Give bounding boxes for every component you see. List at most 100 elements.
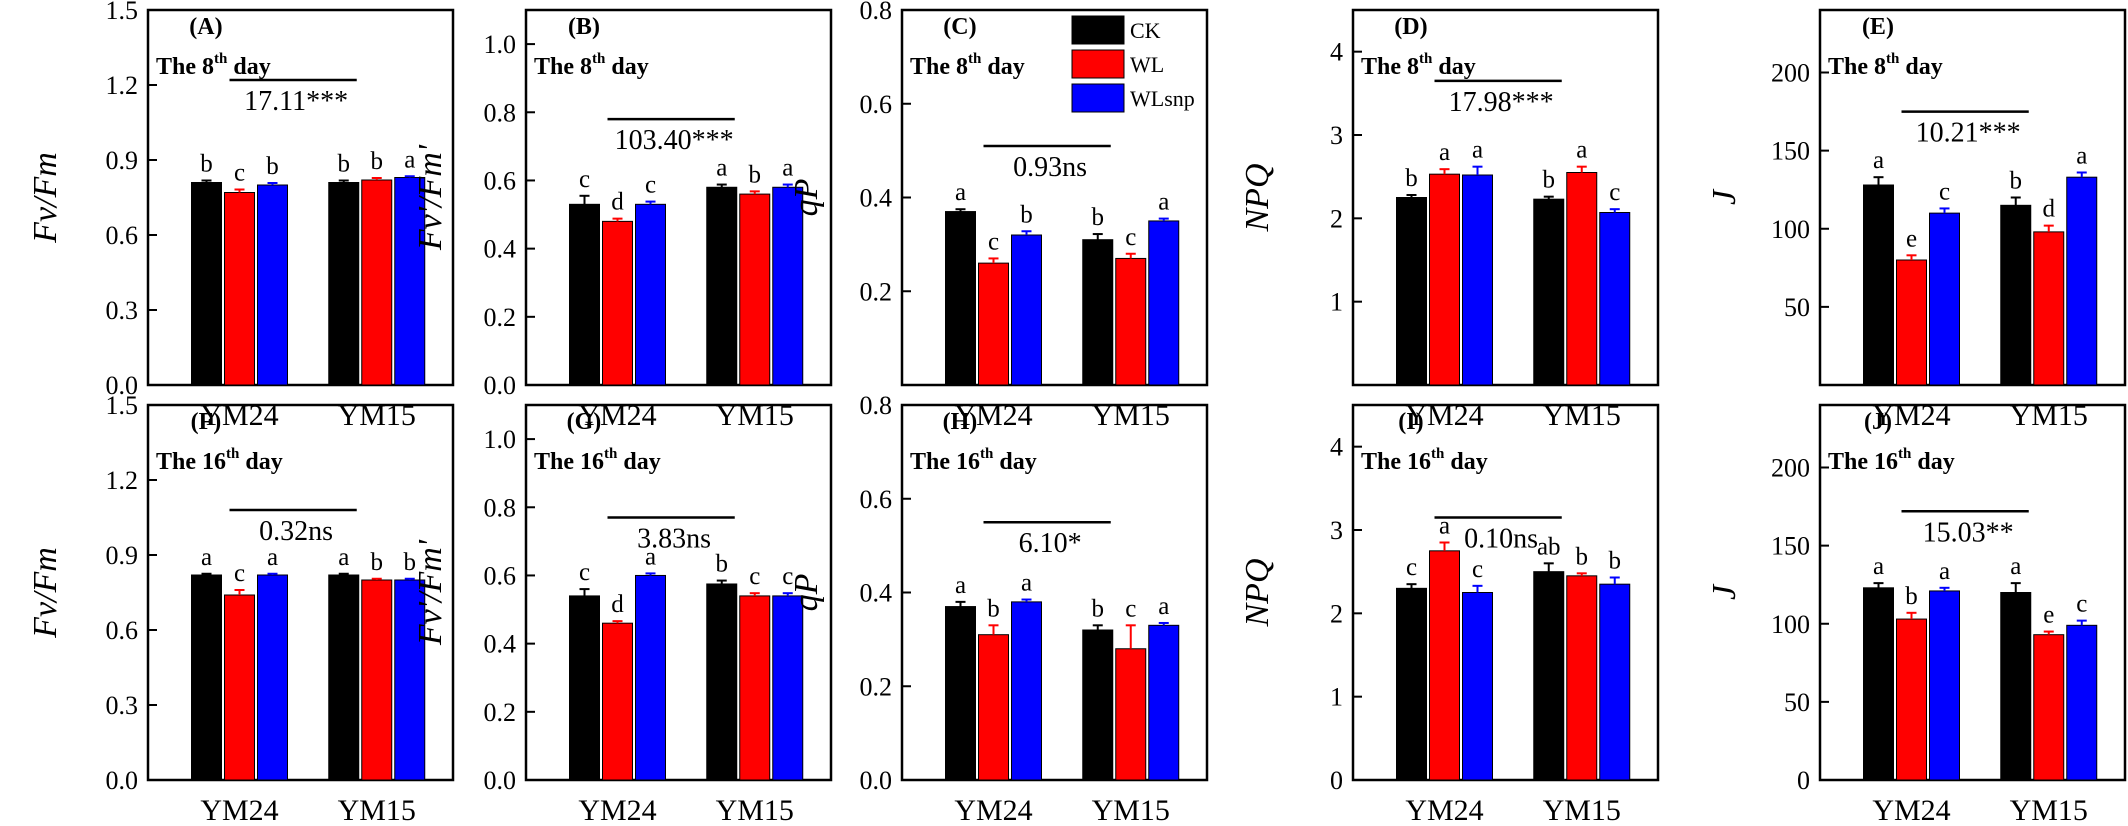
panel-c: 0.20.40.60.8qP(C)The 8th dayacbYM24bcaYM…	[788, 0, 1209, 432]
y-tick-label: 1	[1330, 683, 1343, 712]
y-tick-label: 4	[1330, 38, 1343, 67]
bar-wl	[739, 193, 771, 386]
significance-letter: d	[611, 591, 624, 618]
y-tick-label: 0.8	[484, 493, 517, 522]
significance-letter: a	[955, 572, 966, 599]
significance-letter: b	[1092, 595, 1105, 622]
significance-letter: c	[579, 166, 590, 193]
y-tick-label: 1.2	[106, 466, 139, 495]
bar-wlsnp	[1011, 601, 1042, 781]
y-tick-label: 0.0	[484, 371, 517, 400]
bar-ck	[945, 211, 976, 386]
day-suffix: day	[1911, 449, 1954, 475]
significance-letter: a	[1021, 570, 1032, 597]
day-label: The 16th day	[534, 446, 661, 475]
significance-letter: a	[404, 146, 415, 173]
significance-letter: b	[1543, 167, 1556, 194]
anova-label: 10.21***	[1916, 118, 2021, 149]
bar-wl	[1566, 575, 1598, 781]
significance-letter: b	[716, 551, 729, 578]
y-tick-label: 0.9	[106, 146, 139, 175]
panel-label: (J)	[1864, 409, 1892, 435]
day-suffix: day	[605, 54, 648, 80]
x-category-label: YM24	[954, 794, 1032, 826]
bar-ck	[328, 182, 360, 386]
bar-wl	[1115, 648, 1147, 781]
day-label: The 8th day	[534, 51, 649, 80]
plot-frame	[1818, 403, 2127, 782]
day-number: The 8	[156, 54, 214, 80]
significance-letter: b	[2010, 168, 2023, 195]
bar-ck	[1863, 184, 1894, 386]
plot-frame	[524, 8, 833, 387]
legend-swatch-ck	[1071, 15, 1125, 45]
legend: CK WL WLsnp	[1071, 15, 1195, 113]
anova-label: 17.11***	[244, 86, 348, 117]
day-superscript: th	[980, 446, 994, 462]
plot-frame	[524, 403, 833, 782]
anova-label: 15.03**	[1923, 517, 2014, 548]
significance-letter: c	[1125, 595, 1136, 622]
significance-letter: c	[645, 172, 656, 199]
bar-wlsnp	[1929, 590, 1960, 781]
y-tick-label: 0.4	[484, 630, 517, 659]
day-label: The 8th day	[1828, 51, 1943, 80]
y-tick-label: 0.6	[484, 166, 517, 195]
bar-wl	[602, 622, 633, 781]
significance-letter: a	[338, 544, 349, 571]
significance-letter: b	[987, 595, 1000, 622]
anova-label: 0.10ns	[1464, 524, 1538, 555]
y-tick-label: 0.8	[860, 391, 893, 420]
anova-label: 0.93ns	[1013, 152, 1087, 183]
day-label: The 16th day	[910, 446, 1037, 475]
significance-letter: c	[1125, 224, 1136, 251]
y-tick-label: 0.6	[106, 221, 139, 250]
bar-wlsnp	[1599, 212, 1631, 386]
significance-letter: a	[2010, 553, 2021, 580]
y-tick-label: 0.2	[484, 303, 517, 332]
day-number: The 16	[910, 449, 980, 475]
day-number: The 16	[1828, 449, 1898, 475]
y-tick-label: 2	[1330, 599, 1343, 628]
y-tick-label: 2	[1330, 204, 1343, 233]
bar-wl	[978, 262, 1009, 386]
bar-wlsnp	[1599, 583, 1631, 781]
day-label: The 8th day	[1361, 51, 1476, 80]
significance-letter: c	[782, 563, 793, 590]
day-number: The 8	[1361, 54, 1419, 80]
y-axis-label: Fv/Fm	[27, 547, 64, 639]
y-tick-label: 0.3	[106, 691, 139, 720]
bar-ck	[569, 595, 600, 781]
panel-label: (C)	[943, 14, 976, 40]
panel-label: (B)	[568, 14, 600, 40]
significance-letter: a	[1873, 147, 1884, 174]
day-suffix: day	[617, 449, 660, 475]
y-tick-label: 50	[1784, 688, 1810, 717]
bar-wl	[1566, 172, 1598, 386]
day-label: The 16th day	[1828, 446, 1955, 475]
bar-wl	[361, 579, 393, 781]
bar-ck	[1533, 571, 1565, 781]
significance-letter: b	[371, 148, 384, 175]
significance-letter: c	[234, 560, 245, 587]
significance-letter: b	[200, 151, 213, 178]
bar-ck	[2000, 592, 2032, 781]
y-tick-label: 0.4	[860, 184, 893, 213]
panel-f: 0.00.30.60.91.21.5Fv/Fm(F)The 16th dayac…	[27, 391, 455, 826]
day-superscript: th	[1886, 51, 1900, 67]
bar-wlsnp	[1148, 220, 1180, 386]
day-suffix: day	[239, 449, 282, 475]
panel-h: 0.00.20.40.60.8qP(H)The 16th dayabaYM24b…	[788, 391, 1209, 826]
legend-label-wlsnp: WLsnp	[1130, 86, 1195, 111]
y-tick-label: 0.2	[860, 672, 893, 701]
significance-letter: a	[201, 544, 212, 571]
y-tick-label: 0.2	[860, 277, 893, 306]
x-category-label: YM15	[716, 794, 794, 826]
significance-letter: a	[1158, 593, 1169, 620]
bar-ck	[569, 203, 600, 386]
legend-label-ck: CK	[1130, 18, 1161, 43]
y-tick-label: 100	[1771, 215, 1810, 244]
bar-ck	[1396, 587, 1427, 781]
significance-letter: b	[1905, 583, 1918, 610]
